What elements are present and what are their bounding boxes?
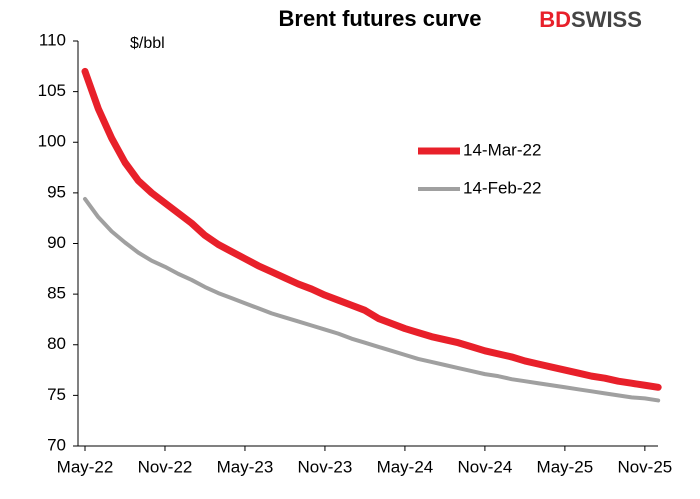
x-tick-label: May-23	[217, 457, 274, 476]
line	[81, 67, 662, 391]
legend-label: 14-Mar-22	[463, 140, 541, 159]
brand: SWISS	[571, 7, 642, 32]
brand: BD	[539, 7, 571, 32]
y-tick-label: 75	[47, 385, 66, 404]
y-tick-label: 100	[38, 132, 66, 151]
chart-title: Brent futures curve	[279, 6, 482, 31]
y-tick-label: 105	[38, 81, 66, 100]
y-tick-label: 80	[47, 334, 66, 353]
x-tick-label: Nov-23	[298, 457, 353, 476]
y-tick-label: 95	[47, 182, 66, 201]
x-tick-label: Nov-22	[138, 457, 193, 476]
x-tick-label: May-24	[377, 457, 434, 476]
y-tick-label: 110	[39, 30, 66, 49]
legend-label: 14-Feb-22	[463, 178, 541, 197]
x-tick-label: May-25	[537, 457, 594, 476]
y-tick-label: 90	[47, 233, 66, 252]
x-tick-label: Nov-25	[617, 457, 672, 476]
x-tick-label: May-22	[57, 457, 114, 476]
annotation: $/bbl	[130, 35, 165, 52]
x-tick-label: Nov-24	[457, 457, 512, 476]
y-tick-label: 85	[47, 284, 66, 303]
line	[83, 196, 661, 403]
y-tick-label: 70	[47, 435, 66, 454]
